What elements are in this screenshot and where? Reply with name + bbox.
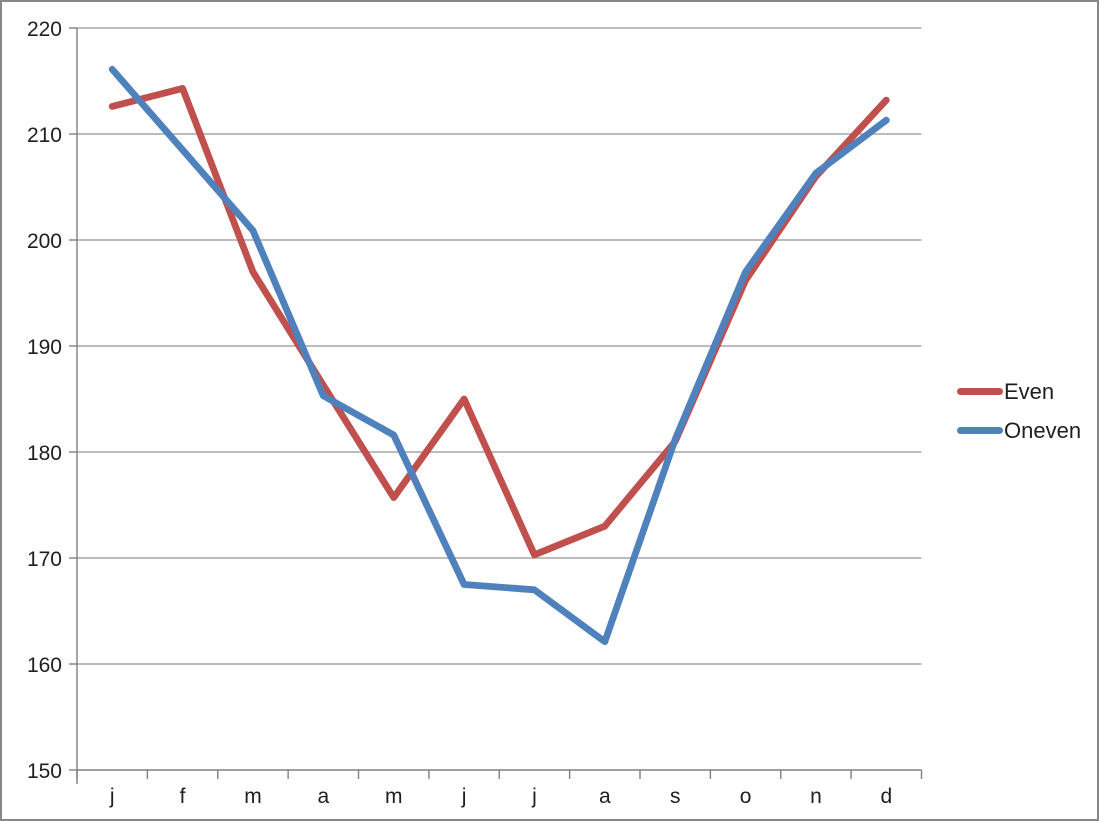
legend-item-oneven: Oneven [957,416,1081,445]
x-axis-label: o [740,785,752,808]
x-axis-label: j [109,785,115,808]
x-axis-label: d [880,785,892,808]
chart-legend: Even Oneven [957,377,1081,445]
series-line-oneven [108,65,890,646]
legend-swatch-oneven [957,427,1003,434]
x-axis-label: j [461,785,467,808]
series-line-even [108,85,890,559]
legend-item-even: Even [957,377,1081,406]
y-axis-label: 160 [27,654,62,677]
x-axis-label: j [531,785,537,808]
legend-swatch-even [957,388,1003,395]
x-axis-label: f [180,785,186,808]
y-axis-label: 210 [27,124,62,147]
y-axis-label: 200 [27,230,62,253]
x-axis-label: m [385,785,403,808]
x-axis-label: m [244,785,262,808]
y-axis-label: 220 [27,18,62,41]
y-axis-label: 150 [27,760,62,783]
legend-label-oneven: Oneven [1004,417,1082,443]
y-axis-label: 190 [27,336,62,359]
x-axis-label: n [810,785,822,808]
x-axis-label: s [670,785,681,808]
x-axis-label: a [317,785,329,808]
legend-label-even: Even [1004,378,1055,404]
x-axis-label: a [599,785,611,808]
y-axis-label: 170 [27,548,62,571]
y-axis-label: 180 [27,442,62,465]
